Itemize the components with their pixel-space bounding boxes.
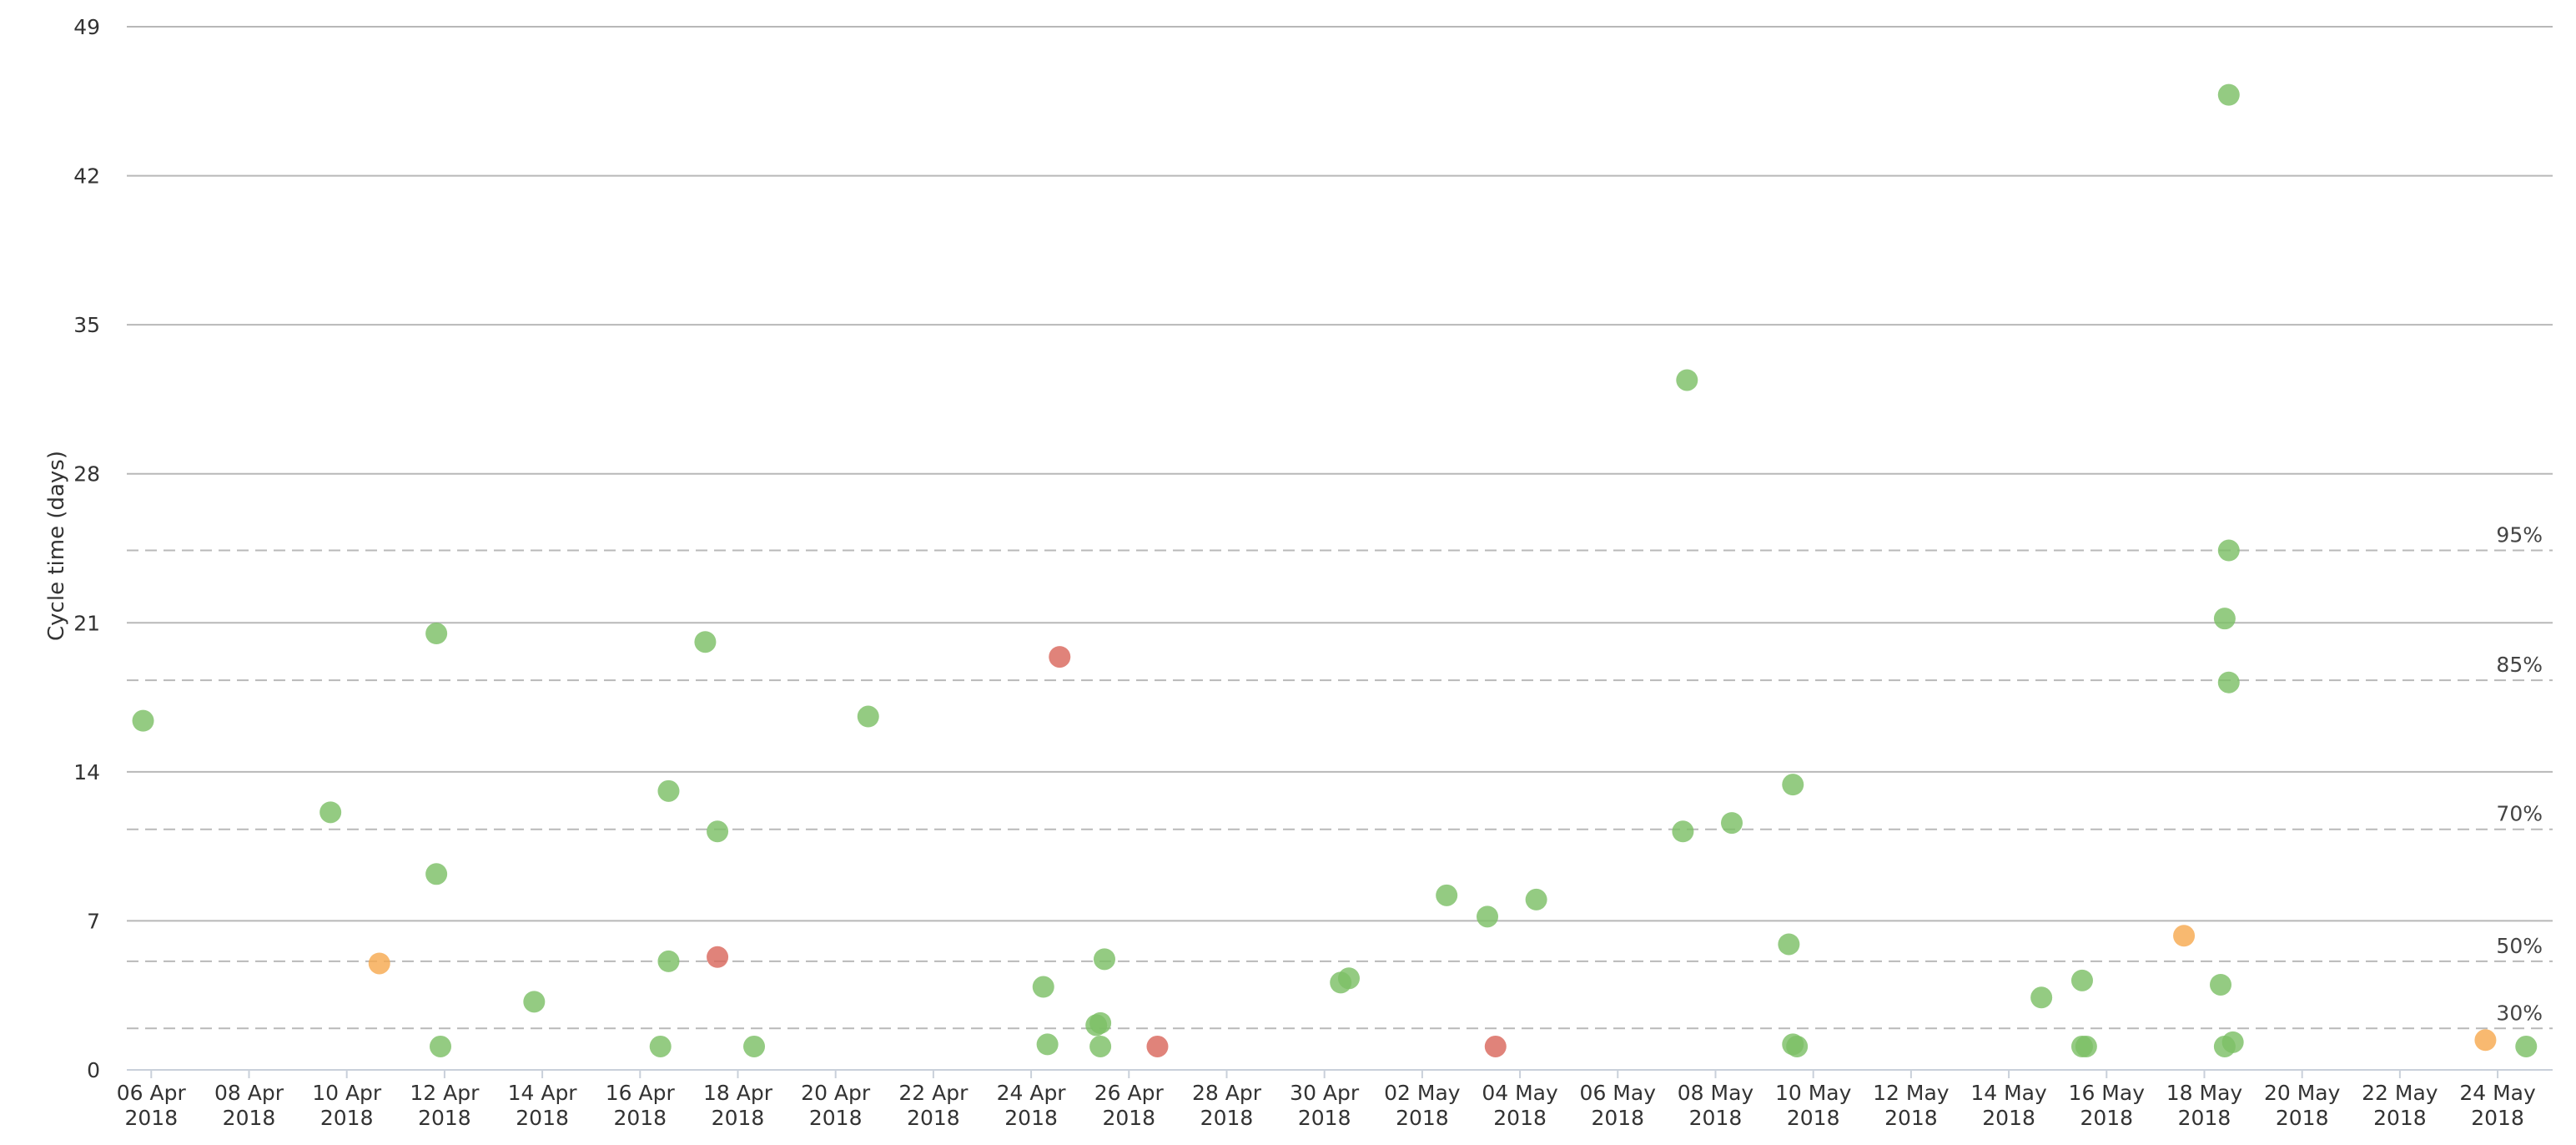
data-point [1049,646,1071,668]
y-tick-labels: 0 7 14 21 28 35 42 49 [73,15,100,1082]
percentile-label: 70% [2496,802,2543,826]
data-point [368,952,390,975]
data-point [425,623,448,645]
data-point [1525,888,1547,910]
data-point [1036,1033,1059,1056]
data-point [1337,967,1360,990]
data-point [2030,986,2053,1009]
data-point [2217,671,2240,694]
data-point [523,991,546,1013]
y-axis-label: Cycle time (days) [44,451,69,641]
x-tick-label: 14 Apr 2018 [508,1081,578,1130]
data-point [2515,1035,2538,1057]
percentile-label: 50% [2496,934,2543,958]
x-tick-label: 18 Apr 2018 [703,1081,773,1130]
x-tick-label: 08 Apr 2018 [214,1081,284,1130]
x-tick-label: 06 Apr 2018 [117,1081,187,1130]
x-tick-label: 24 May 2018 [2459,1081,2536,1130]
data-point [857,705,879,728]
y-tick-label: 0 [87,1058,100,1082]
x-tick-label: 20 Apr 2018 [801,1081,871,1130]
data-point [657,950,680,972]
x-tick-label: 20 May 2018 [2264,1081,2341,1130]
grid-lines [127,26,2553,922]
data-point [1676,369,1698,391]
data-point [2217,539,2240,562]
data-point [1146,1035,1169,1057]
percentile-label: 95% [2496,523,2543,547]
percentile-label: 85% [2496,653,2543,677]
percentile-label: 30% [2496,1001,2543,1025]
data-point [2173,925,2196,947]
y-tick-label: 28 [73,462,100,487]
x-tick-label: 02 May 2018 [1384,1081,1461,1130]
data-point [707,946,729,968]
data-point [1484,1035,1507,1057]
x-tick-label: 24 Apr 2018 [997,1081,1067,1130]
data-point [1477,905,1499,928]
data-point [425,863,448,885]
data-point [649,1035,672,1057]
data-point [1032,976,1054,998]
y-tick-label: 35 [73,313,100,337]
data-point [1089,1035,1112,1057]
x-tick-label: 04 May 2018 [1482,1081,1558,1130]
x-tick-label: 22 May 2018 [2362,1081,2438,1130]
data-points [132,83,2538,1057]
y-tick-label: 7 [87,909,100,933]
data-point [319,801,342,824]
x-tick-label: 18 May 2018 [2166,1081,2243,1130]
data-point [694,631,717,653]
x-tick-label: 08 May 2018 [1678,1081,1754,1130]
x-tick-label: 30 Apr 2018 [1290,1081,1360,1130]
percentile-lines: 95% 85% 70% 50% 30% [127,523,2553,1030]
data-point [657,779,680,802]
x-tick-label: 12 May 2018 [1873,1081,1950,1130]
x-tick-label: 12 Apr 2018 [410,1081,480,1130]
x-tick-label: 26 Apr 2018 [1094,1081,1165,1130]
x-tick-label: 14 May 2018 [1970,1081,2047,1130]
y-tick-label: 21 [73,611,100,635]
data-point [1778,933,1800,956]
x-tick-labels: 06 Apr 2018 08 Apr 2018 10 Apr 2018 12 Apr 2018… [117,1070,2536,1130]
x-tick-label: 16 Apr 2018 [606,1081,676,1130]
data-point [1786,1035,1809,1057]
data-point [2075,1035,2097,1057]
x-tick-label: 16 May 2018 [2069,1081,2146,1130]
data-point [743,1035,766,1057]
data-point [430,1035,452,1057]
data-point [2213,608,2236,630]
data-point [1093,948,1115,971]
data-point [2217,83,2240,106]
x-tick-label: 10 May 2018 [1775,1081,1852,1130]
data-point [1436,884,1458,906]
y-tick-label: 42 [73,164,100,189]
y-tick-label: 49 [73,15,100,39]
x-tick-label: 22 Apr 2018 [898,1081,969,1130]
y-tick-label: 14 [73,760,100,784]
data-point [707,820,729,843]
data-point [2210,973,2232,996]
data-point [1672,820,1694,843]
x-tick-label: 06 May 2018 [1580,1081,1657,1130]
x-tick-label: 10 Apr 2018 [312,1081,382,1130]
data-point [1089,1011,1112,1034]
data-point [2070,969,2093,991]
data-point [1721,812,1743,835]
data-point [2474,1029,2497,1052]
data-point [132,709,154,732]
data-point [2221,1031,2244,1053]
x-tick-label: 28 Apr 2018 [1192,1081,1262,1130]
data-point [1782,774,1804,796]
